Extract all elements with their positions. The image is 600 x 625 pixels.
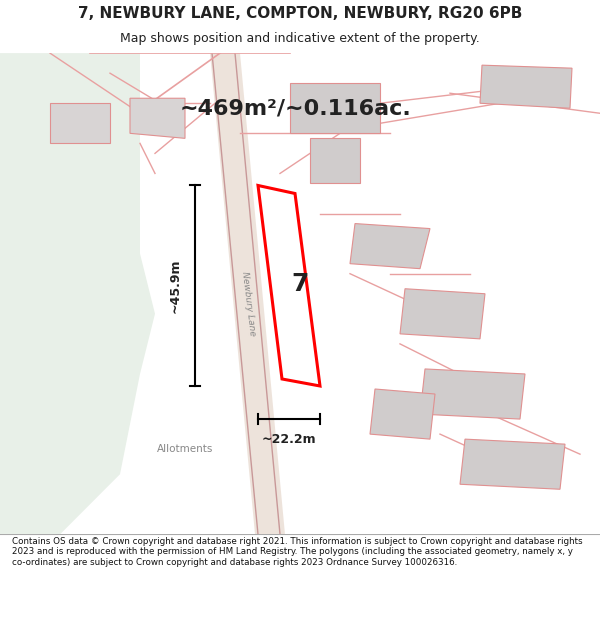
- Polygon shape: [480, 65, 572, 108]
- Polygon shape: [130, 98, 185, 138]
- Text: 7, NEWBURY LANE, COMPTON, NEWBURY, RG20 6PB: 7, NEWBURY LANE, COMPTON, NEWBURY, RG20 …: [78, 6, 522, 21]
- Polygon shape: [350, 224, 430, 269]
- Polygon shape: [420, 369, 525, 419]
- Text: Contains OS data © Crown copyright and database right 2021. This information is : Contains OS data © Crown copyright and d…: [12, 537, 583, 567]
- Polygon shape: [50, 103, 110, 143]
- Polygon shape: [370, 389, 435, 439]
- Polygon shape: [460, 439, 565, 489]
- Polygon shape: [258, 186, 320, 386]
- Text: Newbury Lane: Newbury Lane: [239, 271, 256, 336]
- Polygon shape: [210, 53, 285, 534]
- Polygon shape: [310, 138, 360, 184]
- Polygon shape: [290, 83, 380, 133]
- Text: Allotments: Allotments: [157, 444, 213, 454]
- Polygon shape: [400, 289, 485, 339]
- Text: Map shows position and indicative extent of the property.: Map shows position and indicative extent…: [120, 32, 480, 45]
- Text: ~22.2m: ~22.2m: [262, 432, 316, 446]
- Polygon shape: [0, 53, 155, 534]
- Text: 7: 7: [292, 272, 308, 296]
- Text: ~469m²/~0.116ac.: ~469m²/~0.116ac.: [179, 98, 411, 118]
- Text: ~45.9m: ~45.9m: [169, 259, 182, 313]
